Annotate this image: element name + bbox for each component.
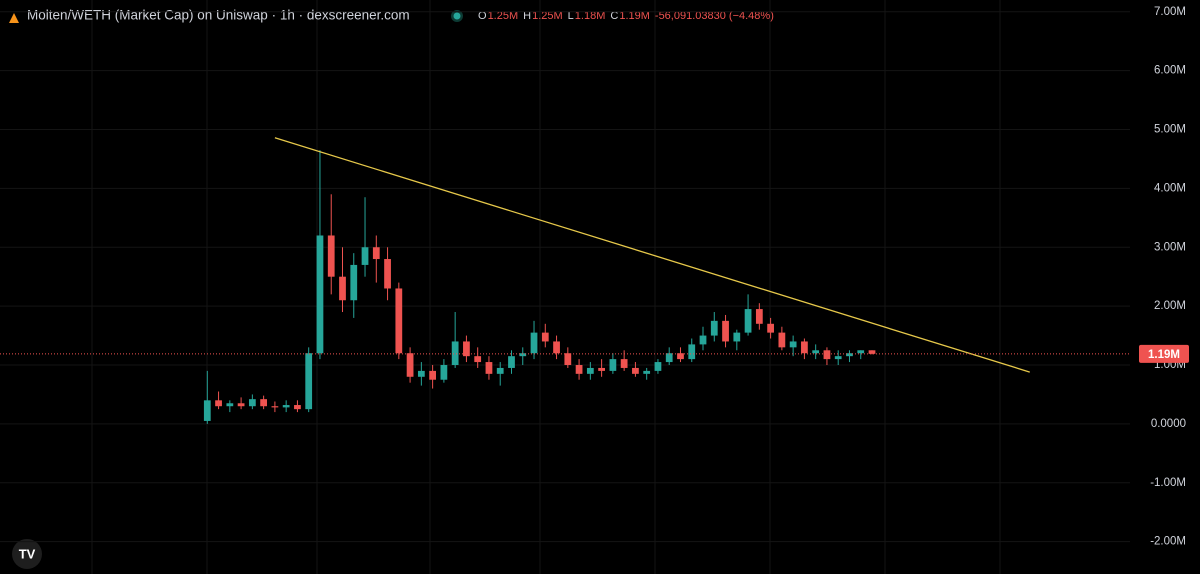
candle-body [812, 350, 820, 354]
candle-body [620, 359, 628, 368]
candle-body [846, 353, 853, 357]
y-tick-label: 4.00M [1154, 182, 1186, 194]
candle-body [722, 320, 729, 342]
y-tick-label: 5.00M [1154, 124, 1186, 136]
legend-value: 1.25M [532, 10, 563, 22]
candle-body [643, 370, 651, 374]
candle-body [598, 367, 605, 371]
ohlc-legend: O 1.25M H 1.25M L 1.18M C 1.19M -56,091.03830 (−… [478, 10, 774, 22]
vertical-grid [91, 0, 1001, 574]
candle-body [496, 367, 504, 374]
candle-body [350, 264, 358, 301]
candle-body [530, 332, 538, 354]
candle-body [564, 353, 572, 366]
candle-body [271, 406, 279, 408]
candle-body [575, 365, 583, 374]
candle-body [451, 341, 459, 366]
candle-body [868, 350, 876, 354]
candle-body [688, 344, 696, 360]
candle-body [339, 276, 346, 301]
candle-body [429, 370, 437, 380]
candle-body [789, 341, 797, 348]
trendline [274, 137, 1030, 373]
candle-body [248, 399, 256, 407]
y-tick-label: 2.00M [1154, 300, 1186, 312]
svg-text:TV: TV [19, 546, 36, 561]
candle-body [553, 341, 560, 354]
candle-body [237, 403, 245, 407]
candle-body [361, 247, 369, 265]
candle-body [372, 247, 380, 260]
candle-body [463, 341, 470, 357]
tv-logo[interactable]: TV [12, 539, 42, 569]
y-tick-label: -2.00M [1150, 536, 1186, 548]
candle-body [654, 362, 662, 371]
candle-body [744, 309, 752, 333]
candle-body [519, 353, 527, 357]
legend-key: H [523, 10, 531, 22]
legend-key: C [610, 10, 618, 22]
candle-body [823, 350, 831, 360]
candle-body [699, 335, 707, 345]
legend-key: O [478, 10, 487, 22]
y-tick-label: 0.0000 [1151, 418, 1186, 430]
candle-body [710, 320, 718, 336]
legend-value: 1.25M [488, 10, 519, 22]
candle-body [485, 362, 493, 374]
candle-body [474, 356, 482, 363]
candle-body [609, 359, 617, 371]
candle-body [384, 259, 391, 289]
candle-body [203, 400, 211, 421]
candle-body [755, 309, 763, 324]
legend-key: L [568, 10, 574, 22]
last-price-label: 1.19M [1148, 349, 1180, 361]
candle-body [677, 353, 684, 360]
candle-body [665, 353, 673, 363]
candle-body [632, 367, 639, 374]
last-price-box [1139, 344, 1189, 363]
legend-change: -56,091.03830 (−4.48%) [655, 10, 774, 22]
status-dot [453, 12, 461, 20]
candle-body [417, 370, 425, 377]
candle-body [260, 399, 268, 407]
candle-body [541, 332, 549, 342]
candle-body [294, 405, 301, 410]
legend-value: 1.18M [575, 10, 606, 22]
candle-body [778, 332, 786, 348]
chart-title: Molten/WETH (Market Cap) on Uniswap · 1h… [27, 8, 410, 23]
candle-body [215, 400, 222, 407]
candle-body [834, 356, 842, 360]
candle-body [767, 323, 774, 333]
candle-body [282, 405, 290, 408]
candle-body [406, 353, 414, 377]
y-tick-label: 3.00M [1154, 241, 1186, 253]
legend-value: 1.19M [619, 10, 650, 22]
candle-body [733, 332, 741, 342]
candle-body [586, 367, 594, 374]
candle-body [395, 288, 403, 354]
candle-body [508, 356, 515, 368]
candle-body [316, 235, 324, 354]
y-tick-label: 7.00M [1154, 6, 1186, 18]
y-tick-label: -1.00M [1150, 477, 1186, 489]
candle-body [440, 365, 448, 380]
y-tick-label: 6.00M [1154, 65, 1186, 77]
candle-body [226, 403, 234, 407]
candle-body [327, 235, 335, 277]
logo [9, 13, 19, 23]
candle-body [857, 350, 865, 354]
candle-body [801, 341, 808, 354]
candle-body [305, 353, 313, 410]
